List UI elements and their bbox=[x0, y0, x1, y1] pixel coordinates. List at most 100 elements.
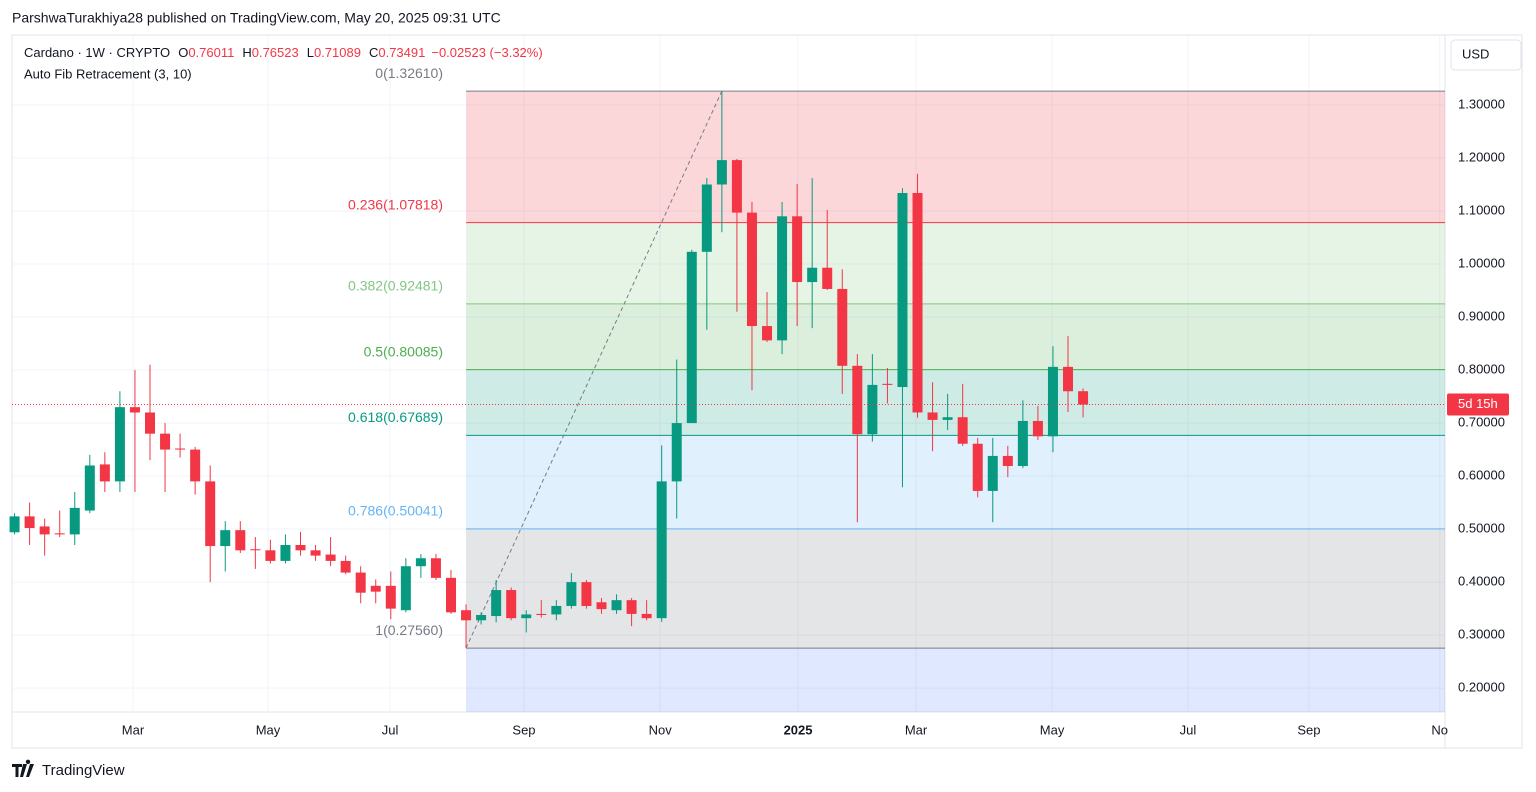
symbol: Cardano · 1W · CRYPTO bbox=[24, 45, 170, 60]
candle-body bbox=[807, 267, 818, 283]
currency[interactable]: USD bbox=[1462, 46, 1489, 61]
currency-button[interactable] bbox=[1450, 39, 1522, 71]
candle-body bbox=[656, 481, 667, 619]
candle-body bbox=[506, 590, 517, 619]
candle-body bbox=[250, 549, 261, 551]
candle-body bbox=[491, 590, 502, 617]
candle-body bbox=[99, 464, 110, 482]
ohlc-value: 0.76011 bbox=[188, 45, 234, 60]
axes: 0.20000 0.30000 0.40000 0.50000 0.60000 0.700… bbox=[122, 96, 1509, 737]
candle-body bbox=[716, 160, 727, 185]
candle-body bbox=[1032, 420, 1043, 437]
candle-body bbox=[235, 530, 246, 551]
candle-body bbox=[867, 384, 878, 435]
candle-body bbox=[265, 550, 276, 561]
candle-body bbox=[310, 550, 321, 556]
indicator-name: Auto Fib Retracement (3, 10) bbox=[24, 66, 192, 81]
fib-label: 0.5(0.80085) bbox=[364, 343, 443, 359]
candle-body bbox=[84, 465, 95, 511]
candle-body bbox=[385, 585, 396, 609]
y-tick-label: 0.40000 bbox=[1458, 574, 1505, 589]
legend-header: Cardano · 1W · CRYPTO O0.76011 H0.76523 L0.… bbox=[24, 45, 543, 60]
candle-body bbox=[370, 585, 381, 592]
fib-band bbox=[466, 648, 1445, 712]
candle-body bbox=[160, 433, 171, 450]
candle-body bbox=[852, 365, 863, 435]
candle-body bbox=[581, 582, 592, 606]
x-tick-label: No bbox=[1431, 722, 1448, 737]
candle-body bbox=[566, 582, 577, 606]
candle-body bbox=[671, 423, 682, 482]
fib-label: 0.236(1.07818) bbox=[348, 196, 443, 212]
fib-band bbox=[466, 303, 1445, 370]
candle-body bbox=[957, 417, 968, 444]
change: −0.02523 (−3.32%) bbox=[431, 45, 542, 60]
candle-body bbox=[325, 554, 336, 561]
candle-body bbox=[686, 251, 697, 424]
attribution: ParshwaTurakhiya28 published on TradingV… bbox=[12, 10, 501, 26]
countdown: 5d 15h bbox=[1458, 396, 1498, 411]
candle-body bbox=[792, 216, 803, 283]
ohlc-label: O bbox=[178, 45, 188, 60]
y-tick-label: 0.30000 bbox=[1458, 627, 1505, 642]
y-tick-label: 0.60000 bbox=[1458, 468, 1505, 483]
fib-label: 0.618(0.67689) bbox=[348, 409, 443, 425]
x-tick-label: Sep bbox=[512, 722, 535, 737]
ohlc-value: 0.71089 bbox=[314, 45, 361, 60]
candle-body bbox=[69, 507, 80, 535]
candle-body bbox=[987, 455, 998, 491]
candle-body bbox=[942, 417, 953, 420]
y-tick-label: 0.70000 bbox=[1458, 415, 1505, 430]
candle-body bbox=[1002, 455, 1013, 467]
candle-body bbox=[54, 533, 65, 535]
y-tick-label: 1.20000 bbox=[1458, 149, 1505, 164]
candle-body bbox=[9, 516, 20, 533]
x-tick-label: Sep bbox=[1297, 722, 1320, 737]
candle-body bbox=[897, 192, 908, 388]
fib-label: 0(1.32610) bbox=[375, 65, 443, 81]
candle-body bbox=[355, 572, 366, 593]
candle-body bbox=[837, 288, 848, 366]
candle-body bbox=[746, 212, 757, 327]
x-tick-label: Mar bbox=[905, 722, 928, 737]
candle-body bbox=[1078, 391, 1089, 405]
candle-body bbox=[145, 412, 156, 434]
candle-body bbox=[731, 160, 742, 213]
candle-body bbox=[445, 577, 456, 613]
candle-body bbox=[882, 383, 893, 385]
ohlc-label: H bbox=[242, 45, 251, 60]
candles bbox=[9, 91, 1445, 648]
candle-body bbox=[24, 516, 35, 529]
x-tick-label: Jul bbox=[1180, 722, 1197, 737]
candle-body bbox=[777, 216, 788, 341]
y-tick-label: 1.00000 bbox=[1458, 255, 1505, 270]
candle-body bbox=[1017, 420, 1028, 467]
brand: TradingView bbox=[42, 762, 125, 779]
y-tick-label: 0.20000 bbox=[1458, 680, 1505, 695]
ohlc-label: L bbox=[307, 45, 314, 60]
x-tick-label: May bbox=[256, 722, 281, 737]
candle-body bbox=[340, 560, 351, 573]
candle-body bbox=[205, 481, 216, 547]
candle-body bbox=[611, 600, 622, 611]
candle-body bbox=[476, 614, 487, 621]
candle-body bbox=[596, 602, 607, 610]
candle-body bbox=[295, 545, 306, 551]
candle-body bbox=[280, 545, 291, 561]
candle-body bbox=[641, 613, 652, 619]
fib-label: 0.786(0.50041) bbox=[348, 503, 443, 519]
candle-body bbox=[400, 566, 411, 611]
candle-body bbox=[701, 184, 712, 252]
fib-band bbox=[466, 435, 1445, 529]
x-tick-label: 2025 bbox=[784, 722, 813, 737]
candle-body bbox=[551, 605, 562, 615]
x-tick-label: Nov bbox=[649, 722, 673, 737]
fib-band bbox=[466, 528, 1445, 649]
fib-retracement: 0(1.32610) 0.236(1.07818) 0.382(0.92481) 0.… bbox=[348, 65, 1445, 712]
x-tick-label: Jul bbox=[382, 722, 399, 737]
ohlc-label: C bbox=[369, 45, 378, 60]
y-tick-label: 0.90000 bbox=[1458, 308, 1505, 323]
candle-body bbox=[220, 530, 231, 547]
fib-band bbox=[466, 222, 1445, 304]
